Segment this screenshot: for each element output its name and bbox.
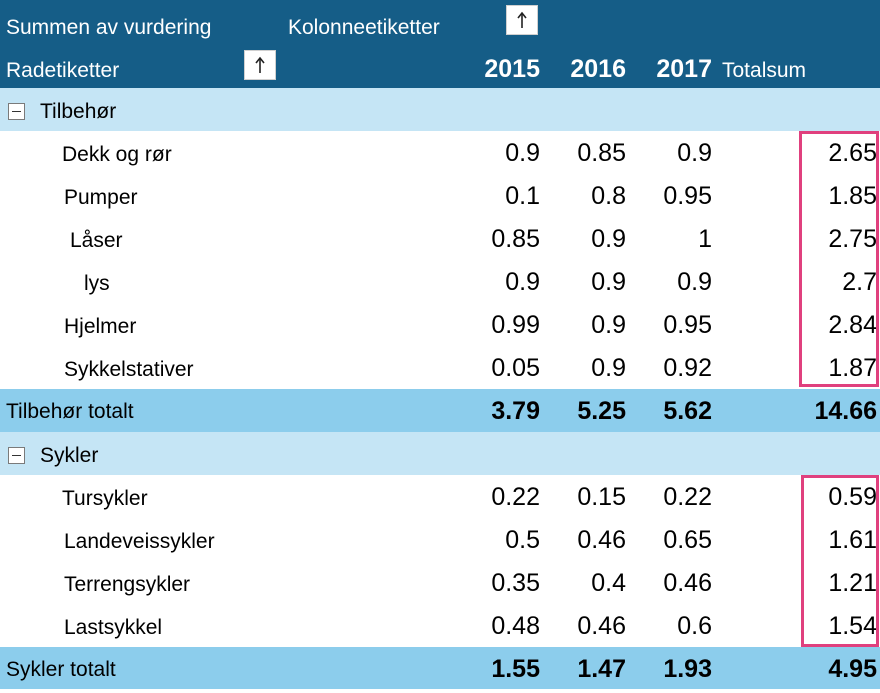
subtotal-cell-2015[interactable]: 1.55 [491,655,540,683]
row-total-cell[interactable]: 1.54 [828,612,877,640]
table-row[interactable]: Pumper 0.1 0.8 0.95 1.85 [0,174,880,217]
row-total-cell[interactable]: 1.21 [828,569,877,597]
value-cell-2016[interactable]: 0.4 [591,569,626,597]
value-cell-2015[interactable]: 0.99 [491,311,540,339]
value-cell-2015[interactable]: 0.05 [491,354,540,382]
value-cell-2015[interactable]: 0.22 [491,483,540,511]
subtotal-cell-2017[interactable]: 1.93 [663,655,712,683]
table-row[interactable]: Hjelmer 0.99 0.9 0.95 2.84 [0,303,880,346]
row-total-cell[interactable]: 2.84 [828,311,877,339]
value-cell-2017[interactable]: 0.9 [677,268,712,296]
subtotal-label: Tilbehør totalt [6,400,134,423]
row-total-cell[interactable]: 0.59 [828,483,877,511]
value-cell-2017[interactable]: 0.65 [663,526,712,554]
value-cell-2015[interactable]: 0.48 [491,612,540,640]
subtotal-grand-cell[interactable]: 4.95 [828,655,877,683]
group-label: Tilbehør [40,100,117,123]
row-labels-header: Radetiketter [6,59,120,82]
values-field-label: Summen av vurdering [6,16,212,39]
table-row[interactable]: Dekk og rør 0.9 0.85 0.9 2.65 [0,131,880,174]
value-cell-2016[interactable]: 0.46 [577,612,626,640]
value-cell-2016[interactable]: 0.9 [591,225,626,253]
value-cell-2015[interactable]: 0.9 [505,268,540,296]
row-total-cell[interactable]: 1.85 [828,182,877,210]
row-label: Pumper [64,186,138,209]
row-label: Hjelmer [64,315,137,338]
row-total-cell[interactable]: 1.61 [828,526,877,554]
subtotal-row-tilbehor[interactable]: Tilbehør totalt 3.79 5.25 5.62 14.66 [0,389,880,432]
value-cell-2017[interactable]: 0.92 [663,354,712,382]
subtotal-grand-cell[interactable]: 14.66 [814,397,877,425]
value-cell-2016[interactable]: 0.46 [577,526,626,554]
column-header-2017[interactable]: 2017 [656,55,712,83]
row-filter-button[interactable] [244,50,276,80]
value-cell-2015[interactable]: 0.9 [505,139,540,167]
subtotal-label: Sykler totalt [6,658,116,681]
value-cell-2016[interactable]: 0.85 [577,139,626,167]
subtotal-cell-2015[interactable]: 3.79 [491,397,540,425]
value-cell-2016[interactable]: 0.9 [591,354,626,382]
value-cell-2016[interactable]: 0.9 [591,311,626,339]
value-cell-2016[interactable]: 0.15 [577,483,626,511]
value-cell-2017[interactable]: 0.6 [677,612,712,640]
table-row[interactable]: Terrengsykler 0.35 0.4 0.46 1.21 [0,561,880,604]
subtotal-cell-2017[interactable]: 5.62 [663,397,712,425]
pivot-header: Summen av vurdering Kolonneetiketter Rad… [0,0,880,88]
grand-total-header: Totalsum [722,59,807,82]
column-header-2016[interactable]: 2016 [570,55,626,83]
sort-arrow-up-icon [255,56,265,73]
value-cell-2017[interactable]: 0.46 [663,569,712,597]
row-total-cell[interactable]: 2.65 [828,139,877,167]
collapse-minus-icon[interactable] [8,447,25,464]
row-label: lys [84,272,110,295]
value-cell-2015[interactable]: 0.85 [491,225,540,253]
value-cell-2017[interactable]: 0.22 [663,483,712,511]
column-header-2015[interactable]: 2015 [484,55,540,83]
column-labels-header: Kolonneetiketter [288,16,440,39]
collapse-minus-icon[interactable] [8,103,25,120]
row-total-cell[interactable]: 1.87 [828,354,877,382]
value-cell-2015[interactable]: 0.35 [491,569,540,597]
value-cell-2016[interactable]: 0.9 [591,268,626,296]
subtotal-row-sykler[interactable]: Sykler totalt 1.55 1.47 1.93 4.95 [0,647,880,689]
value-cell-2017[interactable]: 0.95 [663,182,712,210]
column-filter-button[interactable] [506,5,538,35]
row-label: Lastsykkel [64,616,163,639]
row-label: Landeveissykler [64,530,215,553]
row-total-cell[interactable]: 2.75 [828,225,877,253]
group-label: Sykler [40,444,99,467]
value-cell-2017[interactable]: 0.9 [677,139,712,167]
sort-arrow-up-icon [517,11,527,28]
value-cell-2017[interactable]: 0.95 [663,311,712,339]
value-cell-2017[interactable]: 1 [698,225,712,253]
row-total-cell[interactable]: 2.7 [842,268,877,296]
table-row[interactable]: Lastsykkel 0.48 0.46 0.6 1.54 [0,604,880,647]
group-row-sykler[interactable]: Sykler [0,432,880,475]
value-cell-2015[interactable]: 0.5 [505,526,540,554]
row-label: Tursykler [62,487,148,510]
subtotal-cell-2016[interactable]: 5.25 [577,397,626,425]
table-row[interactable]: lys 0.9 0.9 0.9 2.7 [0,260,880,303]
table-row[interactable]: Landeveissykler 0.5 0.46 0.65 1.61 [0,518,880,561]
row-label: Sykkelstativer [64,358,194,381]
table-row[interactable]: Sykkelstativer 0.05 0.9 0.92 1.87 [0,346,880,389]
table-row[interactable]: Låser 0.85 0.9 1 2.75 [0,217,880,260]
value-cell-2015[interactable]: 0.1 [505,182,540,210]
subtotal-cell-2016[interactable]: 1.47 [577,655,626,683]
row-label: Låser [70,229,123,252]
row-label: Terrengsykler [64,573,191,596]
row-label: Dekk og rør [62,143,172,166]
group-row-tilbehor[interactable]: Tilbehør [0,88,880,131]
value-cell-2016[interactable]: 0.8 [591,182,626,210]
table-row[interactable]: Tursykler 0.22 0.15 0.22 0.59 [0,475,880,518]
